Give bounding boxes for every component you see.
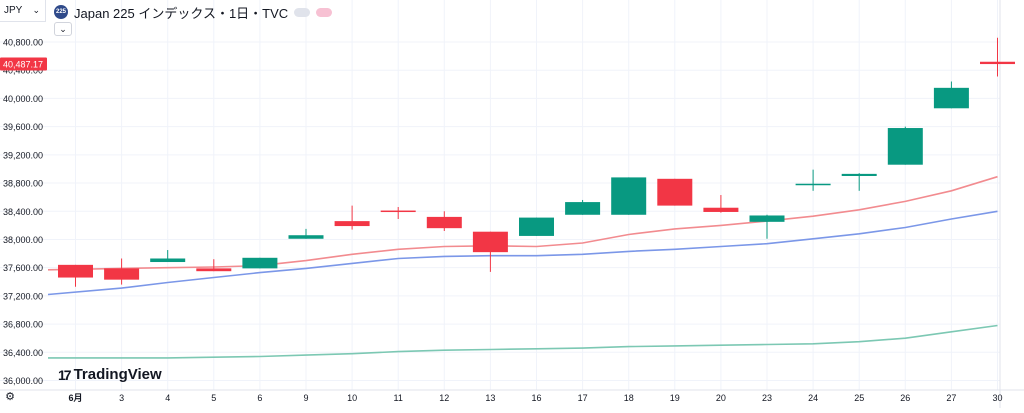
x-tick-label: 26: [900, 393, 910, 403]
logo-mark: 17: [58, 366, 72, 383]
candle-up[interactable]: [749, 215, 785, 222]
moving-average-line: [48, 324, 998, 359]
y-tick-label: 38,000.00: [3, 235, 43, 245]
candle-down[interactable]: [104, 268, 140, 280]
x-tick-label: 24: [808, 393, 818, 403]
candle-down[interactable]: [58, 264, 93, 278]
symbol-badge[interactable]: 225: [54, 5, 68, 19]
y-tick-label: 36,000.00: [3, 376, 43, 386]
equals-pill-icon[interactable]: [316, 7, 333, 17]
x-tick-label: 20: [716, 393, 726, 403]
y-tick-label: 37,600.00: [3, 263, 43, 273]
currency-selector[interactable]: JPY ⌄: [0, 0, 46, 22]
candle-up[interactable]: [795, 183, 831, 186]
y-tick-label: 36,400.00: [3, 348, 43, 358]
last-price-label: 40,487.17: [3, 60, 43, 70]
eye-pill-icon[interactable]: [294, 7, 311, 17]
x-tick-label: 13: [485, 393, 495, 403]
x-tick-label: 11: [394, 393, 403, 403]
candle-up[interactable]: [565, 202, 601, 215]
y-tick-label: 39,200.00: [3, 150, 43, 160]
chart-legend: 225 Japan 225 インデックス・1日・TVC: [54, 3, 333, 21]
symbol-title[interactable]: Japan 225 インデックス・1日・TVC: [74, 5, 289, 21]
candle-down[interactable]: [472, 231, 508, 253]
candle-up[interactable]: [933, 87, 969, 109]
candle-down[interactable]: [334, 221, 370, 227]
moving-average-line: [47, 175, 998, 271]
y-tick-label: 38,400.00: [3, 207, 43, 217]
candle-down[interactable]: [196, 268, 232, 272]
candle-down[interactable]: [703, 207, 739, 212]
y-tick-label: 40,400.00: [3, 66, 43, 76]
chevron-down-icon: ⌄: [59, 23, 67, 34]
candle-up[interactable]: [887, 128, 923, 165]
candle-up[interactable]: [611, 177, 647, 215]
x-tick-label: 27: [946, 393, 956, 403]
x-tick-label: 10: [347, 393, 357, 403]
candle-up[interactable]: [288, 235, 324, 239]
y-tick-label: 38,800.00: [3, 179, 43, 189]
candle-up[interactable]: [242, 257, 278, 269]
candle-down[interactable]: [980, 61, 1015, 65]
candle-up[interactable]: [150, 258, 186, 263]
currency-label: JPY: [4, 5, 23, 16]
chevron-down-icon: ⌄: [32, 5, 40, 15]
moving-average-line: [47, 210, 998, 296]
y-tick-label: 37,200.00: [3, 291, 43, 301]
legend-collapse-button[interactable]: ⌄: [54, 22, 72, 36]
candle-down[interactable]: [657, 178, 693, 206]
x-tick-label: 9: [303, 393, 308, 403]
x-tick-label: 30: [992, 393, 1002, 403]
x-tick-label: 23: [762, 393, 772, 403]
settings-button[interactable]: ⚙: [3, 389, 17, 403]
x-tick-label: 12: [439, 393, 449, 403]
x-tick-label: 19: [670, 393, 680, 403]
logo-text: TradingView: [73, 366, 162, 383]
y-tick-label: 40,000.00: [3, 94, 43, 104]
x-tick-label: 6: [257, 393, 262, 403]
tradingview-logo[interactable]: 17 TradingView: [58, 366, 162, 383]
candle-up[interactable]: [841, 173, 877, 176]
x-tick-label: 6月: [68, 393, 82, 403]
x-tick-label: 3: [119, 393, 124, 403]
candle-up[interactable]: [519, 217, 554, 236]
x-tick-label: 18: [624, 393, 634, 403]
last-price-tag: [0, 57, 47, 71]
y-tick-label: 40,800.00: [3, 38, 43, 48]
y-tick-label: 36,800.00: [3, 320, 43, 330]
x-tick-label: 5: [211, 393, 216, 403]
candle-down[interactable]: [426, 216, 462, 229]
y-tick-label: 39,600.00: [3, 122, 43, 132]
candle-down[interactable]: [380, 210, 416, 213]
x-tick-label: 16: [531, 393, 541, 403]
x-tick-label: 17: [578, 393, 588, 403]
gear-icon: ⚙: [5, 390, 15, 403]
x-tick-label: 25: [854, 393, 864, 403]
x-tick-label: 4: [165, 393, 170, 403]
